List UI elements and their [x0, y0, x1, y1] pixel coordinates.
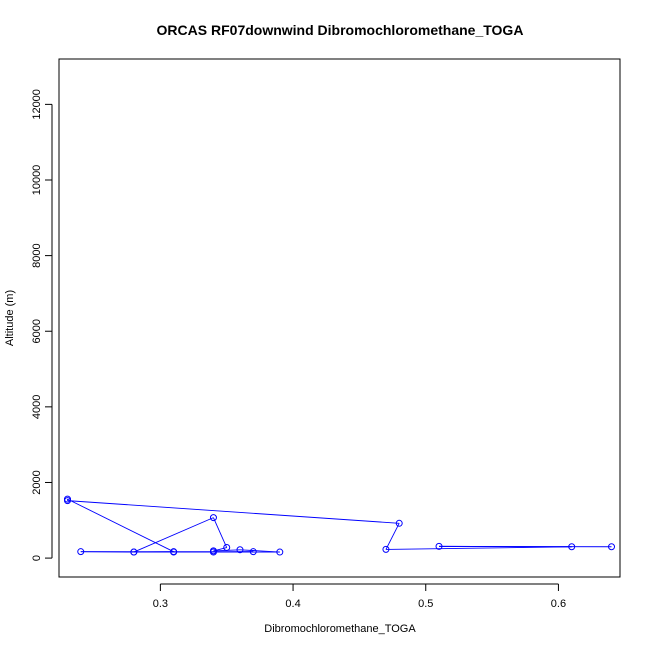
series-line-segment	[213, 517, 228, 548]
data-point	[63, 495, 71, 503]
data-point	[435, 542, 443, 550]
y-axis-label: Altitude (m)	[4, 290, 16, 346]
x-tick-label: 0.6	[551, 598, 566, 610]
y-tick-label: 2000	[31, 470, 43, 494]
data-point	[608, 543, 616, 551]
y-tick-label: 0	[31, 555, 43, 561]
data-point	[77, 548, 85, 556]
data-point	[223, 544, 231, 552]
y-tick-label: 6000	[31, 319, 43, 343]
data-point	[209, 548, 217, 556]
x-tick-label: 0.5	[418, 598, 433, 610]
y-tick-label: 8000	[31, 243, 43, 267]
x-axis-label: Dibromochloromethane_TOGA	[264, 623, 416, 635]
series-line-segment	[133, 517, 214, 553]
series-line-segment	[385, 523, 400, 550]
x-tick-label: 0.3	[153, 598, 168, 610]
y-tick-label: 4000	[31, 395, 43, 419]
x-axis: 0.3 0.4 0.5 0.6	[153, 583, 566, 610]
series-layer	[63, 495, 616, 556]
plot-frame	[58, 58, 621, 578]
data-point	[130, 548, 138, 556]
data-point	[568, 543, 576, 551]
data-point	[170, 548, 178, 556]
data-point	[276, 548, 284, 556]
data-point	[395, 519, 403, 527]
data-point	[382, 545, 390, 553]
y-axis: 0 2000 4000 6000 8000 10000 12000	[31, 89, 53, 561]
x-tick-label: 0.4	[285, 598, 300, 610]
series-line-segment	[67, 500, 400, 524]
series-line-segment	[385, 546, 572, 550]
y-tick-label: 10000	[31, 165, 43, 196]
data-point	[249, 548, 257, 556]
chart-title: ORCAS RF07downwind Dibromochloromethane_…	[157, 22, 524, 38]
data-point	[209, 514, 217, 522]
y-tick-label: 12000	[31, 89, 43, 120]
data-point	[236, 546, 244, 554]
